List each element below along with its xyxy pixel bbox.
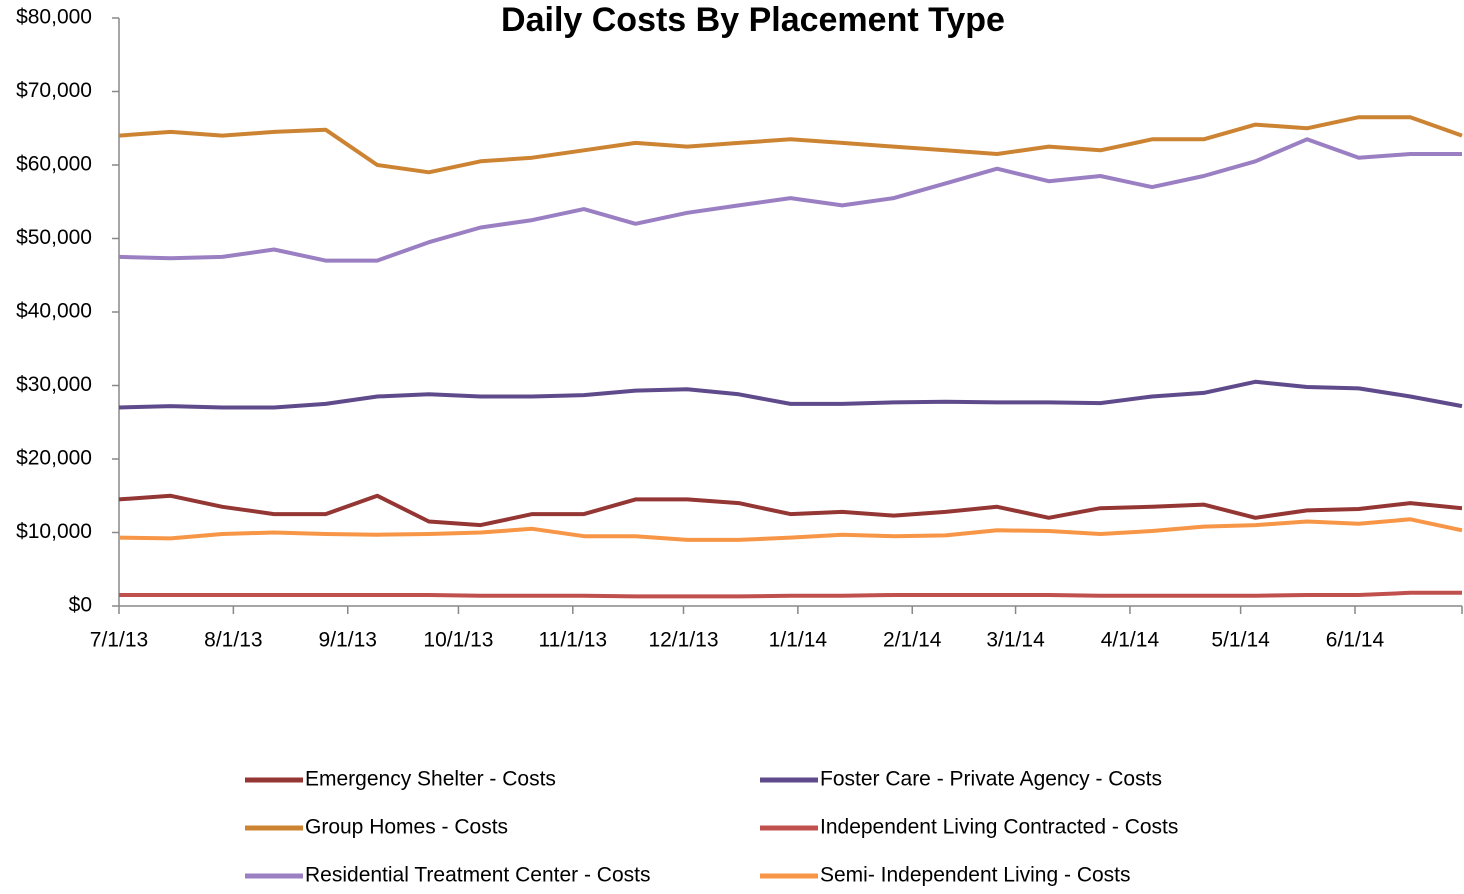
legend-label: Semi- Independent Living - Costs [820, 864, 1131, 887]
series-line [118, 115, 1463, 175]
legend-label: Emergency Shelter - Costs [305, 768, 556, 791]
y-tick-label: $20,000 [16, 447, 92, 470]
x-tick-label: 4/1/14 [1101, 629, 1160, 652]
y-tick-label: $0 [69, 594, 92, 617]
y-tick-label: $50,000 [16, 226, 92, 249]
y-tick-label: $80,000 [16, 6, 92, 29]
x-tick-label: 3/1/14 [986, 629, 1045, 652]
x-tick-label: 11/1/13 [539, 629, 608, 652]
legend-label: Foster Care - Private Agency - Costs [820, 768, 1162, 791]
y-tick-label: $10,000 [16, 520, 92, 543]
x-tick-label: 7/1/13 [90, 629, 148, 652]
chart-title: Daily Costs By Placement Type [501, 1, 1005, 39]
y-tick-label: $70,000 [16, 79, 92, 102]
x-tick-label: 10/1/13 [423, 629, 493, 652]
series-line [118, 493, 1463, 528]
legend-label: Group Homes - Costs [305, 816, 508, 839]
x-tick-label: 8/1/13 [204, 629, 262, 652]
series-line [119, 590, 1462, 599]
y-tick-label: $60,000 [16, 153, 92, 176]
x-tick-label: 1/1/14 [769, 629, 828, 652]
series-line [118, 379, 1463, 410]
x-tick-label: 5/1/14 [1211, 629, 1270, 652]
y-tick-label: $40,000 [16, 300, 92, 323]
series-line [118, 137, 1462, 263]
series-line [118, 517, 1463, 542]
x-tick-label: 9/1/13 [319, 629, 377, 652]
x-tick-label: 12/1/13 [648, 629, 718, 652]
x-tick-label: 6/1/14 [1326, 629, 1385, 652]
x-tick-label: 2/1/14 [883, 629, 942, 652]
legend-label: Residential Treatment Center - Costs [305, 864, 650, 887]
legend-label: Independent Living Contracted - Costs [820, 816, 1178, 839]
y-tick-label: $30,000 [16, 373, 92, 396]
